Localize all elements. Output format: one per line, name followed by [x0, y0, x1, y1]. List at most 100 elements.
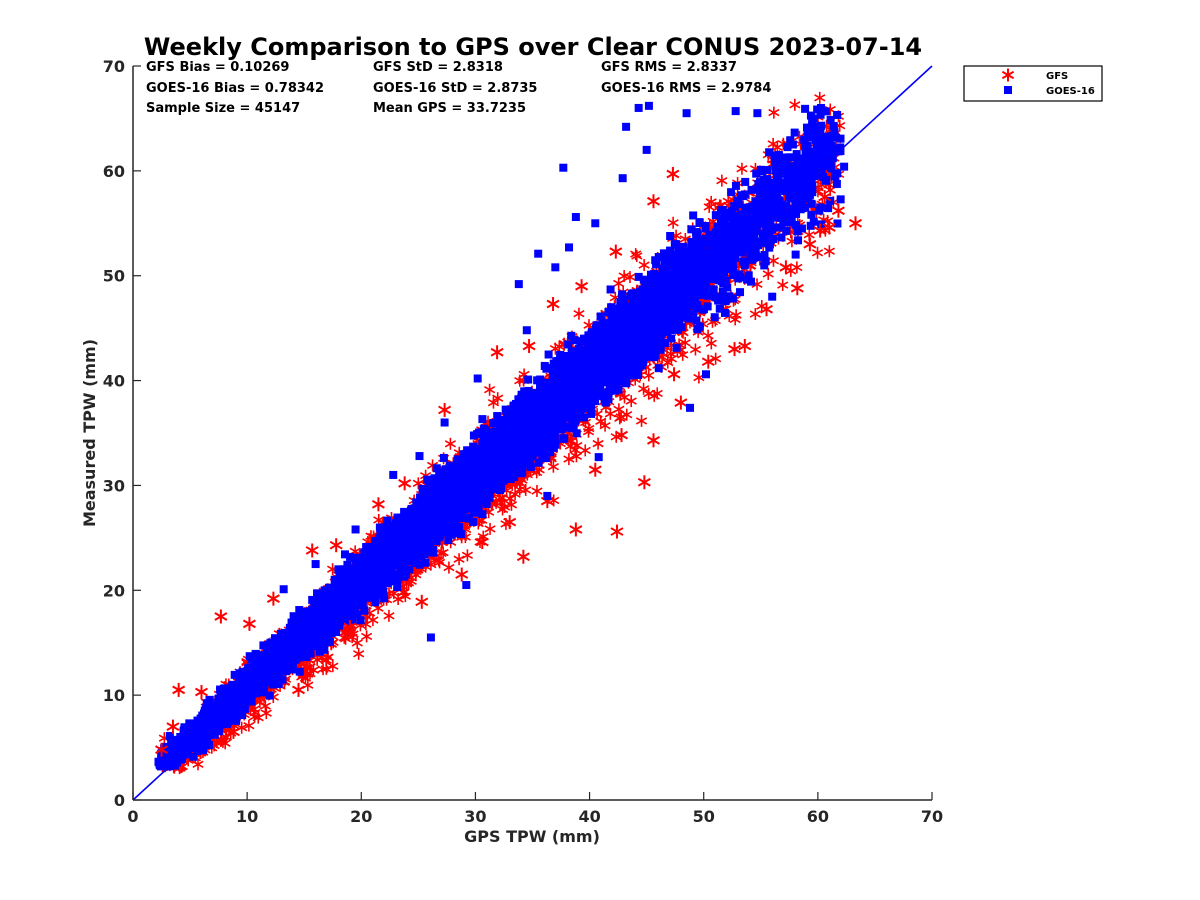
- goes-16-point: [295, 606, 304, 615]
- gfs-point: [613, 403, 625, 416]
- gfs-point: [573, 307, 585, 320]
- gfs-point: [487, 396, 500, 409]
- gfs-point: [624, 271, 636, 284]
- gfs-point: [762, 267, 774, 280]
- gfs-point: [302, 679, 314, 692]
- goes-16-point: [672, 240, 681, 249]
- goes-16-point: [238, 711, 247, 720]
- gfs-point: [327, 660, 339, 673]
- gfs-point: [484, 383, 496, 396]
- goes-16-point: [469, 442, 478, 451]
- gfs-point: [631, 249, 643, 262]
- goes-16-point: [717, 277, 726, 286]
- goes-16-point: [788, 140, 797, 149]
- goes-16-point: [439, 453, 448, 462]
- goes-16-point: [430, 474, 439, 483]
- gfs-point: [729, 313, 741, 326]
- plot-area: [132, 65, 933, 801]
- goes-16-point: [394, 513, 403, 522]
- gfs-point: [592, 437, 604, 450]
- goes-16-point: [791, 220, 800, 229]
- goes-16-point: [313, 589, 322, 598]
- goes-16-point: [729, 265, 738, 274]
- gfs-point: [749, 308, 761, 321]
- goes-16-point: [731, 181, 740, 190]
- goes-16-point: [622, 379, 631, 388]
- goes-16-point: [453, 455, 462, 464]
- goes-16-point: [786, 136, 795, 145]
- gfs-point: [509, 488, 521, 501]
- goes-16-point: [783, 143, 792, 152]
- gfs-point: [635, 414, 648, 427]
- gfs-point: [484, 522, 496, 535]
- goes-16-point: [579, 413, 588, 422]
- gfs-point: [433, 556, 446, 569]
- goes-16-point: [524, 375, 533, 384]
- goes-16-point: [265, 691, 274, 700]
- gfs-point: [547, 460, 559, 473]
- goes-16-point: [654, 364, 663, 373]
- goes-16-point: [340, 550, 349, 559]
- goes-16-point: [687, 225, 696, 234]
- gfs-point: [444, 437, 457, 450]
- scatter-cloud: [154, 91, 846, 775]
- goes-16-point: [832, 179, 841, 188]
- goes-16-point: [639, 275, 648, 284]
- goes-16-point: [800, 135, 809, 144]
- gfs-point: [579, 444, 591, 457]
- gfs-point: [791, 261, 803, 274]
- goes-16-point: [400, 507, 409, 516]
- goes-16-point: [710, 235, 719, 244]
- gfs-point: [637, 382, 650, 395]
- gfs-point: [514, 374, 526, 387]
- goes-16-point: [562, 359, 571, 368]
- gfs-point: [192, 758, 204, 771]
- goes-16-point: [740, 190, 749, 199]
- gfs-point: [461, 549, 474, 562]
- gfs-point: [570, 450, 583, 463]
- goes-16-point: [797, 224, 806, 233]
- gfs-point: [260, 707, 272, 720]
- gfs-point: [777, 279, 789, 292]
- chart-title: Weekly Comparison to GPS over Clear CONU…: [144, 33, 922, 61]
- goes-16-point: [626, 371, 635, 380]
- goes-16-point: [790, 128, 799, 137]
- goes-16-point: [795, 190, 804, 199]
- goes-16-point: [729, 270, 738, 279]
- goes-16-point: [801, 142, 810, 151]
- goes-16-point: [480, 490, 489, 499]
- gfs-point: [383, 609, 395, 622]
- gfs-point: [437, 546, 449, 559]
- goes-16-point: [550, 433, 559, 442]
- goes-16-point: [606, 285, 615, 294]
- goes-16-point: [180, 723, 189, 732]
- goes-16-point: [393, 518, 402, 527]
- gfs-point: [630, 248, 642, 261]
- gfs-point: [311, 653, 323, 666]
- gfs-point: [520, 483, 532, 496]
- gfs-point: [243, 719, 255, 732]
- goes-16-point: [485, 493, 494, 502]
- goes-16-point: [667, 334, 676, 343]
- gfs-point: [582, 425, 595, 438]
- gfs-point: [643, 387, 655, 400]
- goes-16-point: [807, 210, 816, 219]
- gfs-point: [705, 195, 717, 208]
- goes-16-point: [666, 246, 675, 255]
- gfs-point: [823, 245, 835, 258]
- gfs-point: [453, 553, 465, 566]
- gfs-point: [710, 352, 722, 365]
- goes-16-point: [331, 575, 340, 584]
- gfs-point: [569, 443, 581, 456]
- gfs-point: [702, 329, 714, 342]
- gfs-point: [351, 636, 363, 649]
- goes-16-point: [820, 139, 829, 148]
- gfs-point: [531, 485, 543, 498]
- goes-16-point: [278, 675, 287, 684]
- gfs-point: [443, 561, 455, 574]
- gfs-point: [353, 647, 365, 660]
- gfs-point: [613, 277, 625, 290]
- goes-16-point: [770, 158, 779, 167]
- goes-16-point: [425, 478, 434, 487]
